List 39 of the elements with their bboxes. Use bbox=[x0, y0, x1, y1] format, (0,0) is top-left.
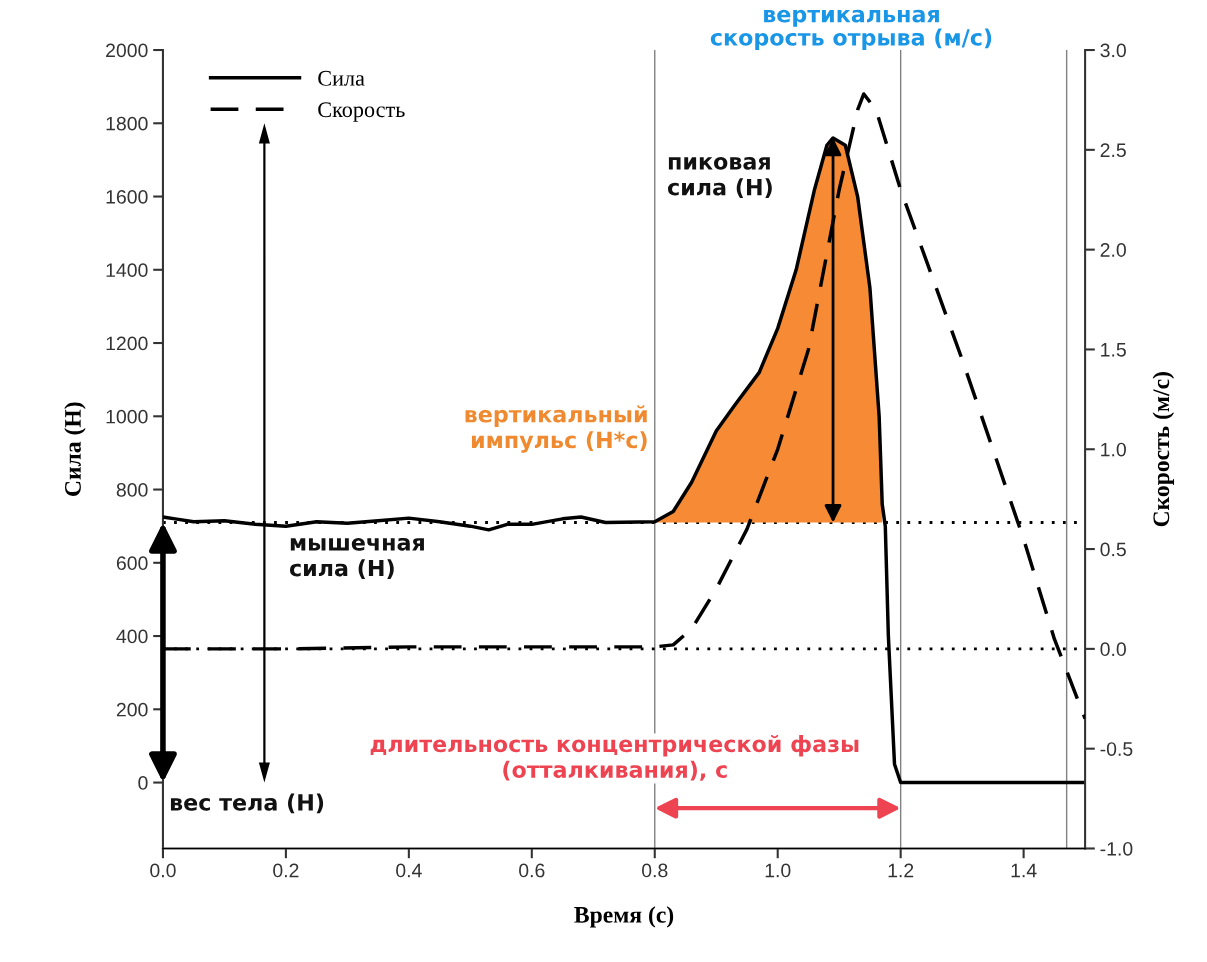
annotation: пиковая сила (Н) bbox=[668, 157, 772, 199]
y-tick-label: 1000 bbox=[106, 409, 148, 424]
y2-tick-label: 0.0 bbox=[1100, 642, 1126, 657]
x-tick-label: 1.2 bbox=[888, 863, 914, 878]
y2-tick-label: 1.0 bbox=[1101, 442, 1126, 457]
y-tick-label: 0 bbox=[138, 776, 148, 790]
x-tick-label: 0.4 bbox=[396, 863, 422, 878]
y2-tick-label: 1.5 bbox=[1101, 343, 1126, 357]
y-tick-label: 200 bbox=[116, 702, 148, 717]
y-axis-title: Сила (Н) bbox=[64, 402, 86, 496]
x-tick-label: 0.2 bbox=[273, 863, 299, 878]
legend-label: Сила bbox=[318, 70, 365, 86]
x-tick-label: 0.8 bbox=[642, 863, 668, 878]
y-tick-label: 800 bbox=[116, 483, 148, 497]
y-tick-label: 1200 bbox=[106, 336, 148, 351]
x-tick-label: 0.0 bbox=[150, 863, 176, 878]
y-tick-label: 400 bbox=[116, 629, 148, 644]
annotation: мышечная сила (Н) bbox=[289, 537, 424, 580]
y2-tick-label: 0.5 bbox=[1100, 542, 1126, 557]
y-tick-label: 1800 bbox=[106, 116, 148, 131]
x-tick-label: 1.4 bbox=[1011, 863, 1037, 878]
y-tick-label: 1400 bbox=[106, 263, 148, 278]
y2-tick-label: -1.0 bbox=[1100, 841, 1133, 856]
x-tick-label: 1.0 bbox=[765, 863, 791, 878]
text: вертикальная скорость отрыва (м/с) bbox=[710, 9, 992, 51]
y-tick-label: 600 bbox=[116, 556, 148, 571]
x-tick-label: 0.6 bbox=[519, 863, 545, 878]
y2-tick-label: -0.5 bbox=[1100, 742, 1133, 756]
annotation: вес тела (Н) bbox=[170, 793, 324, 814]
y-tick-label: 1600 bbox=[106, 190, 148, 204]
annotation: длительность концентрической фазы (отталкивания), с bbox=[370, 734, 859, 781]
y2-axis-title: Скорость (м/с) bbox=[1152, 372, 1175, 527]
annotation: вертикальный импульс (Н*с) bbox=[465, 405, 647, 453]
y2-tick-label: 2.5 bbox=[1100, 143, 1126, 158]
legend-label: Скорость bbox=[318, 102, 405, 122]
y2-tick-label: 3.0 bbox=[1100, 43, 1126, 58]
y-tick-label: 2000 bbox=[106, 43, 148, 58]
x-axis-title: Время (с) bbox=[574, 906, 674, 928]
y2-tick-label: 2.0 bbox=[1100, 243, 1126, 257]
